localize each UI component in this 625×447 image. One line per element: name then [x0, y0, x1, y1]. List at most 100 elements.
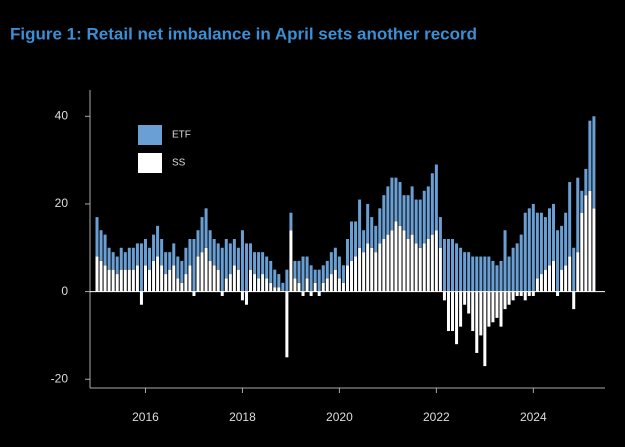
bar: [560, 225, 564, 270]
bar: [455, 291, 459, 345]
bar: [285, 269, 289, 292]
bar: [531, 291, 535, 296]
bar: [325, 278, 329, 292]
bar: [358, 247, 362, 292]
bar: [491, 291, 495, 323]
bar: [430, 234, 434, 292]
bar: [99, 260, 103, 292]
bar: [240, 291, 244, 301]
bar: [119, 269, 123, 292]
bar: [382, 195, 386, 239]
bar: [495, 265, 499, 292]
bar: [240, 230, 244, 292]
bar: [418, 199, 422, 248]
bar: [479, 291, 483, 336]
bar: [273, 287, 277, 292]
bar: [374, 252, 378, 292]
y-tick-label: 20: [55, 196, 69, 210]
bar: [467, 252, 471, 292]
bar: [378, 208, 382, 244]
bar: [406, 239, 410, 292]
y-tick-label: 40: [55, 108, 69, 122]
bar: [192, 239, 196, 292]
bar: [164, 252, 168, 275]
bar: [531, 203, 535, 292]
bar: [152, 234, 156, 261]
bar: [309, 265, 313, 292]
bar: [329, 252, 333, 275]
bar: [539, 212, 543, 275]
bar: [519, 234, 523, 292]
bar: [95, 256, 99, 292]
bar: [495, 291, 499, 318]
bar: [410, 234, 414, 292]
bar: [535, 278, 539, 292]
bar: [188, 239, 192, 266]
bar: [463, 291, 467, 305]
bar: [511, 291, 515, 301]
bar: [564, 265, 568, 292]
bar: [422, 190, 426, 244]
bar: [99, 230, 103, 261]
bar: [273, 269, 277, 288]
bar: [434, 164, 438, 231]
bar: [487, 291, 491, 327]
bar: [414, 243, 418, 292]
bar: [527, 291, 531, 296]
bar: [313, 282, 317, 292]
bar: [350, 260, 354, 292]
bar: [313, 269, 317, 283]
bar: [160, 265, 164, 292]
bar: [592, 116, 596, 209]
bar: [507, 291, 511, 305]
bar: [196, 230, 200, 257]
bar: [285, 291, 289, 358]
bar: [434, 230, 438, 292]
bar: [139, 243, 143, 292]
bar: [515, 243, 519, 292]
bar: [148, 247, 152, 270]
bar: [471, 291, 475, 332]
bar: [446, 291, 450, 332]
x-tick-label: 2016: [132, 410, 159, 424]
bar: [297, 260, 301, 283]
bar: [111, 252, 115, 270]
bar: [568, 182, 572, 257]
bar: [131, 247, 135, 270]
bar: [325, 260, 329, 279]
bar: [523, 291, 527, 301]
bar: [176, 278, 180, 292]
bar: [301, 291, 305, 296]
bar: [398, 225, 402, 292]
bar: [329, 274, 333, 292]
bar: [200, 217, 204, 253]
bar: [547, 265, 551, 292]
bar: [455, 243, 459, 292]
legend-swatch: [138, 125, 162, 145]
bar: [123, 269, 127, 292]
bar: [208, 230, 212, 261]
bar: [576, 177, 580, 253]
bar: [103, 265, 107, 292]
bar: [382, 239, 386, 292]
bar: [123, 252, 127, 270]
bar: [265, 278, 269, 292]
bar: [588, 120, 592, 191]
bar: [208, 260, 212, 292]
legend-label: SS: [172, 158, 186, 169]
bar: [192, 291, 196, 296]
bar: [491, 260, 495, 292]
bar: [119, 247, 123, 270]
bar: [176, 256, 180, 279]
bar: [426, 186, 430, 239]
bar: [184, 247, 188, 275]
bar: [317, 269, 321, 292]
bar: [552, 203, 556, 261]
bar: [321, 265, 325, 283]
bar: [220, 291, 224, 296]
bar: [277, 274, 281, 288]
bar: [212, 239, 216, 266]
bar: [236, 247, 240, 270]
bar: [576, 252, 580, 292]
